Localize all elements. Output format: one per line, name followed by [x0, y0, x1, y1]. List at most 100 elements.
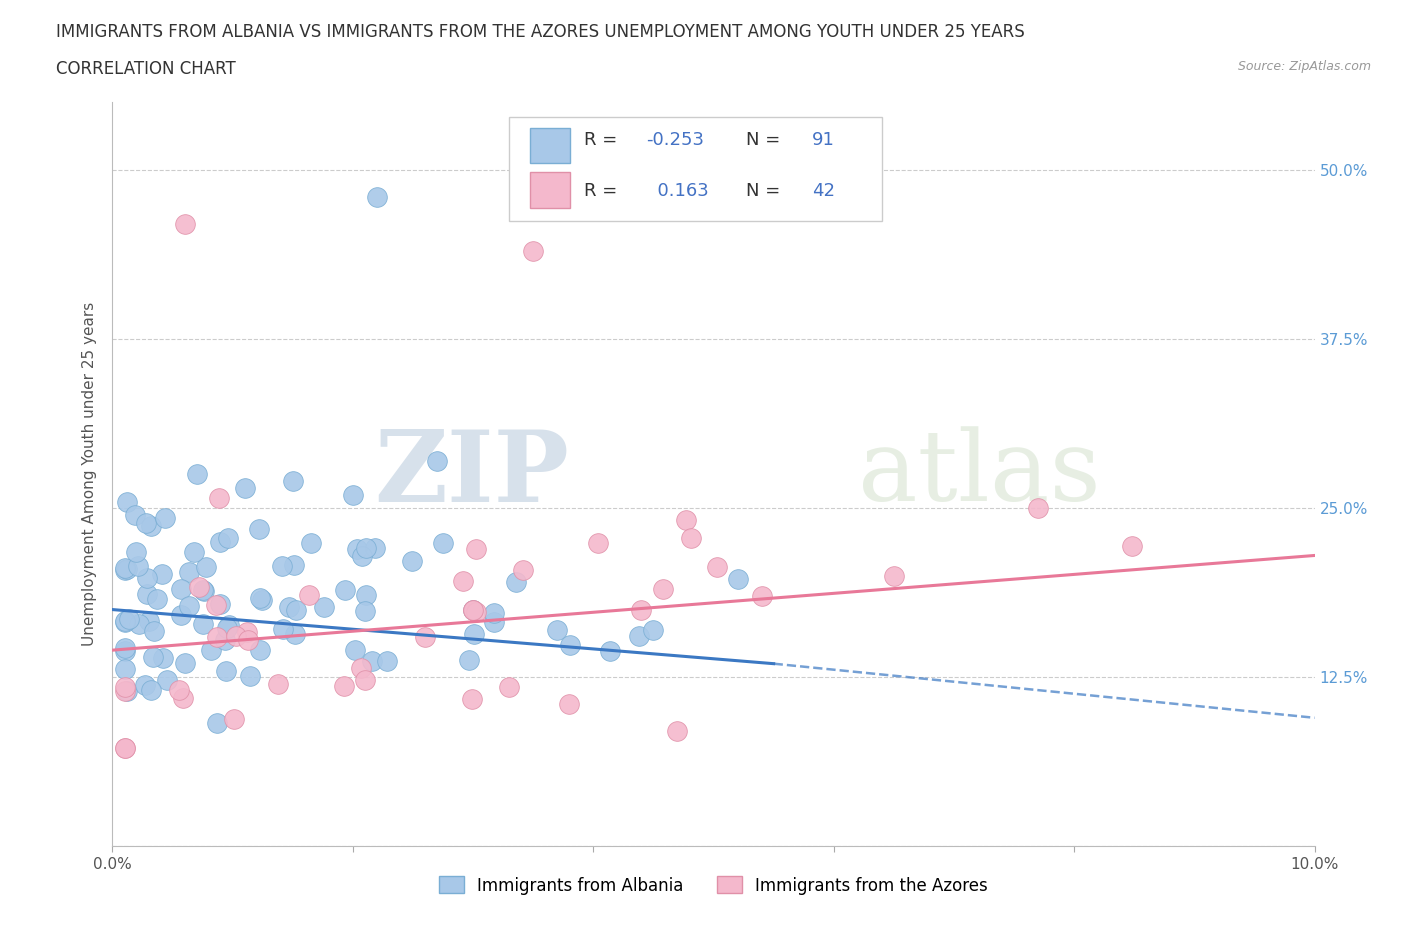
Point: [298, 588, 321, 603]
Point: [114, 614, 136, 629]
Point: [247, 522, 270, 537]
Point: [457, 653, 479, 668]
Point: [361, 654, 384, 669]
Point: [177, 598, 200, 613]
Text: -0.253: -0.253: [647, 131, 704, 149]
Point: [127, 559, 149, 574]
Point: [125, 544, 148, 559]
Point: [142, 650, 165, 665]
Point: [141, 683, 163, 698]
Text: 91: 91: [813, 131, 835, 149]
Point: [114, 740, 136, 755]
Point: [1121, 538, 1143, 553]
Point: [461, 602, 484, 617]
Point: [236, 632, 259, 647]
Point: [236, 624, 259, 639]
Point: [461, 692, 484, 707]
Point: [174, 656, 197, 671]
Point: [170, 607, 193, 622]
Point: [284, 627, 307, 642]
Point: [451, 574, 474, 589]
Point: [114, 641, 136, 656]
Point: [346, 541, 368, 556]
Point: [217, 620, 239, 635]
Point: [706, 560, 728, 575]
Point: [461, 602, 484, 617]
Point: [271, 559, 294, 574]
Point: [401, 553, 423, 568]
Point: [167, 683, 190, 698]
Point: [191, 582, 214, 597]
Point: [558, 637, 581, 652]
Point: [152, 651, 174, 666]
Point: [599, 644, 621, 658]
Text: IMMIGRANTS FROM ALBANIA VS IMMIGRANTS FROM THE AZORES UNEMPLOYMENT AMONG YOUTH U: IMMIGRANTS FROM ALBANIA VS IMMIGRANTS FR…: [56, 23, 1025, 41]
Point: [314, 600, 336, 615]
FancyBboxPatch shape: [530, 172, 571, 208]
Point: [114, 613, 136, 628]
Point: [751, 589, 773, 604]
Point: [354, 604, 377, 618]
Point: [217, 530, 239, 545]
Point: [188, 579, 211, 594]
Point: [115, 562, 138, 577]
Point: [214, 632, 236, 647]
Point: [363, 540, 385, 555]
Point: [627, 629, 650, 644]
Point: [883, 568, 905, 583]
Point: [463, 626, 485, 641]
Point: [283, 557, 305, 572]
Point: [114, 644, 136, 658]
Point: [250, 592, 273, 607]
Point: [207, 715, 229, 730]
Point: [193, 583, 215, 598]
Point: [145, 591, 167, 606]
Point: [377, 654, 399, 669]
Point: [482, 605, 505, 620]
Point: [354, 672, 377, 687]
Point: [124, 508, 146, 523]
Point: [215, 663, 238, 678]
Point: [117, 611, 139, 626]
Point: [512, 563, 534, 578]
Point: [522, 244, 544, 259]
Point: [266, 676, 288, 691]
Point: [114, 560, 136, 575]
Point: [727, 571, 749, 586]
Text: R =: R =: [583, 181, 623, 200]
Point: [173, 217, 195, 232]
Point: [333, 582, 356, 597]
Point: [138, 614, 160, 629]
Point: [186, 467, 208, 482]
Point: [666, 724, 689, 738]
Point: [191, 617, 214, 631]
Point: [651, 581, 673, 596]
Point: [343, 643, 366, 658]
Point: [505, 575, 527, 590]
Point: [150, 566, 173, 581]
Point: [546, 622, 568, 637]
Point: [114, 563, 136, 578]
Point: [139, 518, 162, 533]
Point: [1026, 500, 1049, 515]
Point: [135, 515, 157, 530]
Point: [205, 630, 228, 644]
Point: [281, 473, 304, 488]
Point: [183, 545, 205, 560]
Point: [426, 453, 449, 468]
Point: [285, 603, 308, 618]
Y-axis label: Unemployment Among Youth under 25 years: Unemployment Among Youth under 25 years: [82, 302, 97, 646]
Point: [115, 684, 138, 698]
Point: [482, 615, 505, 630]
Text: CORRELATION CHART: CORRELATION CHART: [56, 60, 236, 78]
Text: R =: R =: [583, 131, 623, 149]
Text: 0.163: 0.163: [647, 181, 709, 200]
Point: [155, 672, 177, 687]
Text: Source: ZipAtlas.com: Source: ZipAtlas.com: [1237, 60, 1371, 73]
Point: [342, 487, 364, 502]
Text: 42: 42: [813, 181, 835, 200]
Point: [461, 603, 484, 618]
Point: [558, 697, 581, 711]
Point: [218, 618, 240, 632]
Point: [277, 600, 299, 615]
